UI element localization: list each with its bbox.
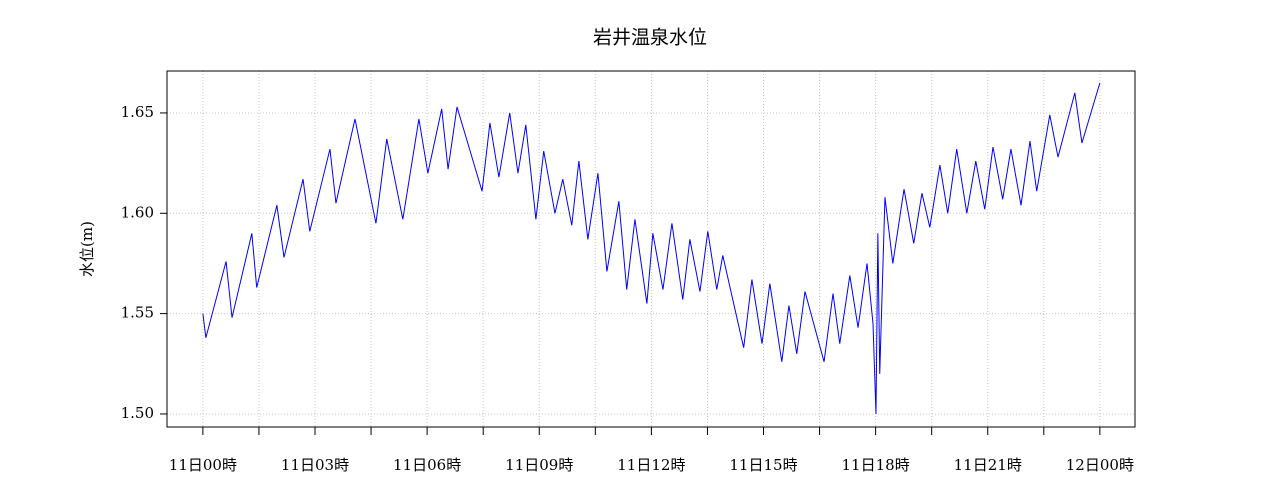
x-tick-label: 11日06時 (393, 456, 461, 474)
x-tick-label: 11日09時 (505, 456, 573, 474)
x-tick-label: 11日03時 (281, 456, 349, 474)
x-tick-label: 11日15時 (729, 456, 797, 474)
y-tick-label: 1.60 (121, 203, 154, 221)
plot-frame (166, 70, 1136, 428)
y-tick-label: 1.65 (121, 103, 154, 121)
x-tick-label: 11日00時 (169, 456, 237, 474)
x-tick-label: 11日21時 (954, 456, 1022, 474)
x-tick-label: 12日00時 (1066, 456, 1134, 474)
x-tick-label: 11日12時 (617, 456, 685, 474)
chart-title: 岩井温泉水位 (593, 27, 707, 49)
x-tick-label: 11日18時 (842, 456, 910, 474)
data-line (202, 82, 1101, 414)
y-axis-label: 水位(m) (78, 221, 96, 277)
y-tick-label: 1.55 (121, 304, 154, 322)
y-tick-label: 1.50 (121, 404, 154, 422)
